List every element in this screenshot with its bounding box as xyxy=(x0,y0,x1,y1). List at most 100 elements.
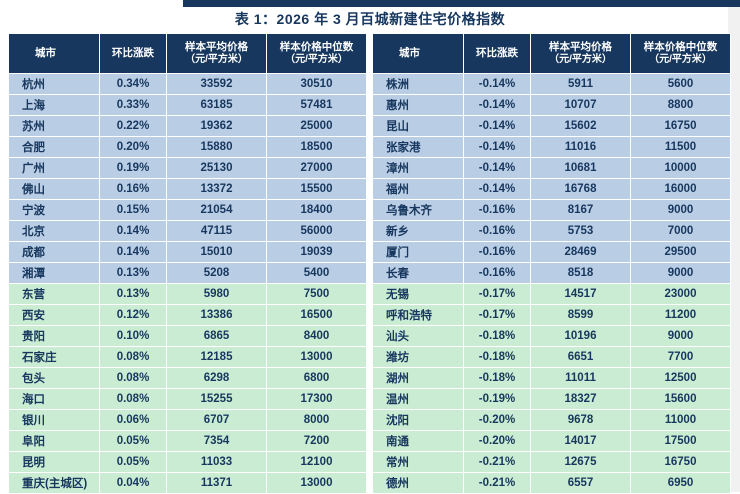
cell-avg: 11371 xyxy=(166,472,267,494)
cell-city: 沈阳 xyxy=(372,409,464,431)
cell-median: 6950 xyxy=(630,472,731,494)
cell-city: 合肥 xyxy=(8,136,100,158)
cell-change: -0.21% xyxy=(463,451,531,473)
table-row: 广州 0.19% 25130 27000 xyxy=(8,157,367,179)
cell-change: -0.16% xyxy=(463,241,531,263)
table-row: 长春 -0.16% 8518 9000 xyxy=(372,262,731,284)
cell-city: 银川 xyxy=(8,409,100,431)
cell-median: 7500 xyxy=(266,283,367,305)
cell-avg: 9678 xyxy=(530,409,631,431)
cell-city: 包头 xyxy=(8,367,100,389)
cell-avg: 15602 xyxy=(530,115,631,137)
cell-change: 0.16% xyxy=(99,178,167,200)
table-row: 德州 -0.21% 6557 6950 xyxy=(372,472,731,494)
table-row: 温州 -0.19% 18327 15600 xyxy=(372,388,731,410)
cell-median: 5600 xyxy=(630,73,731,95)
cell-median: 13000 xyxy=(266,346,367,368)
cell-median: 17300 xyxy=(266,388,367,410)
cell-city: 乌鲁木齐 xyxy=(372,199,464,221)
cell-avg: 5208 xyxy=(166,262,267,284)
table-row: 海口 0.08% 15255 17300 xyxy=(8,388,367,410)
cell-median: 8800 xyxy=(630,94,731,116)
cell-change: 0.20% xyxy=(99,136,167,158)
table-row: 石家庄 0.08% 12185 13000 xyxy=(8,346,367,368)
cell-avg: 14517 xyxy=(530,283,631,305)
cell-change: 0.14% xyxy=(99,220,167,242)
cell-city: 昆明 xyxy=(8,451,100,473)
top-accent-bar xyxy=(183,0,740,7)
cell-city: 厦门 xyxy=(372,241,464,263)
cell-city: 海口 xyxy=(8,388,100,410)
table-row: 新乡 -0.16% 5753 7000 xyxy=(372,220,731,242)
cell-city: 石家庄 xyxy=(8,346,100,368)
cell-avg: 12675 xyxy=(530,451,631,473)
cell-avg: 12185 xyxy=(166,346,267,368)
cell-avg: 5753 xyxy=(530,220,631,242)
cell-change: -0.18% xyxy=(463,325,531,347)
cell-change: 0.12% xyxy=(99,304,167,326)
cell-avg: 5911 xyxy=(530,73,631,95)
cell-avg: 15010 xyxy=(166,241,267,263)
table-row: 呼和浩特 -0.17% 8599 11200 xyxy=(372,304,731,326)
table-row: 银川 0.06% 6707 8000 xyxy=(8,409,367,431)
cell-avg: 8167 xyxy=(530,199,631,221)
cell-avg: 10681 xyxy=(530,157,631,179)
cell-median: 15500 xyxy=(266,178,367,200)
cell-change: 0.19% xyxy=(99,157,167,179)
cell-avg: 6298 xyxy=(166,367,267,389)
cell-median: 5400 xyxy=(266,262,367,284)
cell-city: 湖州 xyxy=(372,367,464,389)
cell-median: 30510 xyxy=(266,73,367,95)
cell-median: 11200 xyxy=(630,304,731,326)
table-row: 包头 0.08% 6298 6800 xyxy=(8,367,367,389)
cell-change: 0.15% xyxy=(99,199,167,221)
cell-median: 57481 xyxy=(266,94,367,116)
cell-city: 上海 xyxy=(8,94,100,116)
table-row: 阜阳 0.05% 7354 7200 xyxy=(8,430,367,452)
table-row: 无锡 -0.17% 14517 23000 xyxy=(372,283,731,305)
cell-change: -0.16% xyxy=(463,262,531,284)
tables-container: 城市 环比涨跌 样本平均价格 （元/平方米） 样本价格中位数 （元/平方米） 杭州 0.34… xyxy=(8,33,731,494)
column-header-city: 城市 xyxy=(372,33,464,74)
cell-median: 12100 xyxy=(266,451,367,473)
cell-city: 重庆(主城区) xyxy=(8,472,100,494)
table-row: 佛山 0.16% 13372 15500 xyxy=(8,178,367,200)
cell-median: 6800 xyxy=(266,367,367,389)
cell-change: -0.14% xyxy=(463,136,531,158)
cell-median: 16000 xyxy=(630,178,731,200)
cell-city: 汕头 xyxy=(372,325,464,347)
cell-change: -0.14% xyxy=(463,94,531,116)
cell-avg: 13372 xyxy=(166,178,267,200)
cell-avg: 6557 xyxy=(530,472,631,494)
cell-change: 0.04% xyxy=(99,472,167,494)
cell-change: 0.08% xyxy=(99,346,167,368)
column-header-change: 环比涨跌 xyxy=(463,33,531,74)
cell-change: 0.10% xyxy=(99,325,167,347)
cell-median: 9000 xyxy=(630,199,731,221)
cell-median: 16750 xyxy=(630,451,731,473)
cell-change: -0.14% xyxy=(463,73,531,95)
page-right-margin xyxy=(728,7,740,492)
left-table: 城市 环比涨跌 样本平均价格 （元/平方米） 样本价格中位数 （元/平方米） 杭州 0.34… xyxy=(8,33,367,494)
cell-change: -0.18% xyxy=(463,346,531,368)
cell-median: 8000 xyxy=(266,409,367,431)
table-row: 惠州 -0.14% 10707 8800 xyxy=(372,94,731,116)
cell-avg: 16768 xyxy=(530,178,631,200)
cell-avg: 11033 xyxy=(166,451,267,473)
cell-median: 23000 xyxy=(630,283,731,305)
cell-city: 苏州 xyxy=(8,115,100,137)
cell-change: -0.16% xyxy=(463,220,531,242)
cell-city: 昆山 xyxy=(372,115,464,137)
cell-city: 无锡 xyxy=(372,283,464,305)
cell-change: -0.19% xyxy=(463,388,531,410)
cell-city: 长春 xyxy=(372,262,464,284)
table-row: 乌鲁木齐 -0.16% 8167 9000 xyxy=(372,199,731,221)
cell-median: 16750 xyxy=(630,115,731,137)
cell-median: 9000 xyxy=(630,325,731,347)
cell-median: 25000 xyxy=(266,115,367,137)
cell-change: -0.17% xyxy=(463,283,531,305)
cell-median: 56000 xyxy=(266,220,367,242)
cell-median: 9000 xyxy=(630,262,731,284)
cell-change: 0.14% xyxy=(99,241,167,263)
table-row: 西安 0.12% 13386 16500 xyxy=(8,304,367,326)
